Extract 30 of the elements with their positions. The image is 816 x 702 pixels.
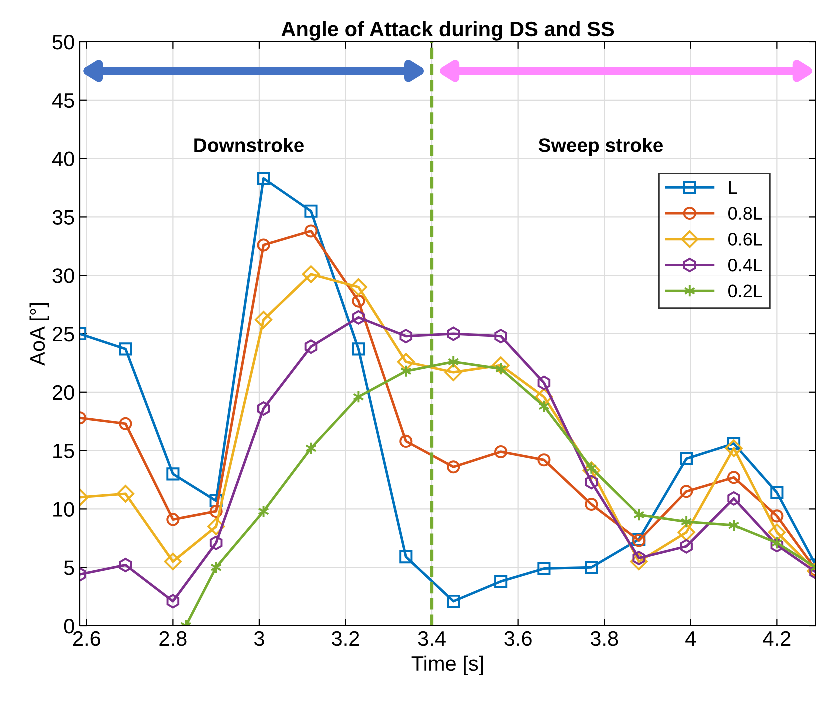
y-axis-title: AoA [°] xyxy=(30,304,50,366)
x-tick-label: 3.8 xyxy=(590,631,618,646)
y-tick-label: 25 xyxy=(53,327,74,342)
y-tick-label: 30 xyxy=(52,268,74,284)
y-tick-label: 10 xyxy=(54,502,74,517)
x-tick-label: 4 xyxy=(686,632,696,646)
x-tick-label: 3.4 xyxy=(418,631,446,646)
legend-label: 0.4L xyxy=(728,258,762,272)
y-tick-label: 45 xyxy=(52,94,74,108)
y-tick-label: 0 xyxy=(64,619,74,634)
legend-label: 0.2L xyxy=(728,284,762,298)
x-axis-title: Time [s] xyxy=(412,656,484,676)
chart-title: Angle of Attack during DS and SS xyxy=(282,21,614,41)
x-tick-label: 2.6 xyxy=(73,631,100,646)
x-tick-label: 4.2 xyxy=(763,631,791,646)
y-tick-label: 35 xyxy=(52,210,74,225)
y-tick-label: 15 xyxy=(54,444,74,459)
x-tick-label: 3 xyxy=(254,631,264,646)
y-tick-label: 5 xyxy=(64,560,74,576)
annotation: Sweep stroke xyxy=(538,138,664,156)
legend-label: 0.6L xyxy=(728,233,762,246)
x-tick-label: 3.2 xyxy=(332,631,360,646)
y-tick-label: 20 xyxy=(53,385,74,400)
x-tick-label: 2.8 xyxy=(160,631,187,646)
y-tick-label: 50 xyxy=(52,35,74,50)
y-tick-label: 40 xyxy=(52,152,74,167)
legend-label: L xyxy=(729,182,738,194)
annotation: Downstroke xyxy=(194,138,304,152)
x-tick-label: 3.6 xyxy=(504,631,532,646)
legend-label: 0.8L xyxy=(728,207,762,220)
